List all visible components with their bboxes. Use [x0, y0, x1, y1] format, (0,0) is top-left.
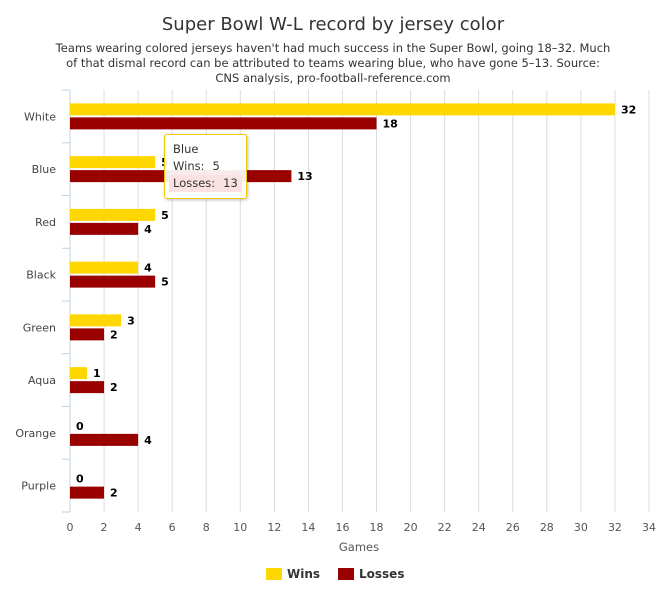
bar-wins-white[interactable]: [70, 103, 615, 116]
x-tick-label: 0: [67, 521, 74, 534]
x-tick-label: 12: [267, 521, 281, 534]
bar-losses-orange[interactable]: [70, 433, 139, 446]
legend-swatch-losses: [338, 568, 354, 580]
x-tick-label: 10: [233, 521, 247, 534]
bar-losses-aqua[interactable]: [70, 381, 105, 394]
x-tick-label: 26: [506, 521, 520, 534]
x-tick-label: 30: [574, 521, 588, 534]
gridlines: [103, 90, 650, 512]
x-tick-label: 20: [404, 521, 418, 534]
chart-subtitle: Teams wearing colored jerseys haven't ha…: [55, 41, 611, 85]
x-tick-label: 34: [642, 521, 656, 534]
category-label-orange: Orange: [15, 427, 56, 440]
bar-losses-purple[interactable]: [70, 486, 105, 499]
data-label-wins-white: 32: [621, 103, 636, 116]
data-label-wins-aqua: 1: [93, 367, 101, 380]
data-label-losses-blue: 13: [297, 170, 312, 183]
bar-losses-black[interactable]: [70, 275, 156, 288]
category-label-red: Red: [35, 216, 56, 229]
tooltip-row-losses: Losses: 13: [169, 175, 242, 192]
chart-title: Super Bowl W-L record by jersey color: [162, 14, 505, 35]
category-label-white: White: [24, 110, 56, 123]
legend-label-losses: Losses: [359, 567, 404, 581]
x-tick-label: 8: [203, 521, 210, 534]
x-tick-label: 4: [135, 521, 142, 534]
subtitle-line: CNS analysis, pro-football-reference.com: [215, 71, 450, 85]
tooltip-value-wins: 5: [212, 159, 220, 173]
x-tick-label: 16: [335, 521, 349, 534]
data-label-losses-red: 4: [144, 223, 152, 236]
bars: 3218513544532120402: [70, 103, 636, 500]
data-label-losses-white: 18: [383, 117, 398, 130]
category-label-black: Black: [26, 269, 56, 282]
category-label-green: Green: [23, 321, 56, 334]
legend: Wins Losses: [266, 567, 404, 581]
data-label-wins-orange: 0: [76, 420, 84, 433]
data-label-wins-red: 5: [161, 209, 169, 222]
tooltip-label-wins: Wins:: [173, 159, 205, 173]
data-label-losses-orange: 4: [144, 434, 152, 447]
tooltip-value-losses: 13: [223, 176, 238, 190]
data-label-losses-green: 2: [110, 328, 118, 341]
legend-item-wins[interactable]: Wins: [266, 567, 320, 581]
x-tick-label: 22: [438, 521, 452, 534]
data-label-wins-black: 4: [144, 262, 152, 275]
x-tick-label: 28: [540, 521, 554, 534]
tooltip-category: Blue: [173, 142, 199, 156]
x-tick-label: 32: [608, 521, 622, 534]
x-tick-label: 18: [370, 521, 384, 534]
category-label-aqua: Aqua: [28, 374, 56, 387]
category-labels: White Blue Red Black Green Aqua Orange Purple: [15, 110, 56, 492]
bar-losses-white[interactable]: [70, 117, 377, 130]
data-label-losses-black: 5: [161, 276, 169, 289]
data-label-losses-aqua: 2: [110, 381, 118, 394]
subtitle-line: Teams wearing colored jerseys haven't ha…: [55, 41, 611, 55]
bar-wins-blue[interactable]: [70, 156, 156, 169]
x-tick-label: 2: [101, 521, 108, 534]
data-label-losses-purple: 2: [110, 487, 118, 500]
tooltip-row-wins: Wins: 5: [173, 158, 238, 175]
bar-wins-black[interactable]: [70, 261, 139, 274]
x-tick-label: 24: [472, 521, 486, 534]
x-axis-title: Games: [339, 540, 379, 554]
subtitle-line: of that dismal record can be attributed …: [66, 56, 600, 70]
legend-label-wins: Wins: [287, 567, 320, 581]
bar-wins-red[interactable]: [70, 208, 156, 221]
legend-item-losses[interactable]: Losses: [338, 567, 404, 581]
bar-losses-green[interactable]: [70, 328, 105, 341]
data-label-wins-green: 3: [127, 314, 135, 327]
category-label-purple: Purple: [21, 480, 56, 493]
tooltip: Blue Wins: 5 Losses: 13: [164, 134, 247, 199]
x-tick-label: 6: [169, 521, 176, 534]
bar-losses-red[interactable]: [70, 222, 139, 235]
legend-swatch-wins: [266, 568, 282, 580]
x-tick-labels: 0 2 4 6 8 10 12 14 16 18 20 22 24 26 28 30 32 34: [67, 521, 657, 534]
tooltip-label-losses: Losses:: [173, 176, 216, 190]
data-label-wins-purple: 0: [76, 473, 84, 486]
bar-wins-aqua[interactable]: [70, 367, 88, 380]
x-tick-label: 14: [301, 521, 315, 534]
axes: [62, 89, 71, 513]
category-label-blue: Blue: [32, 163, 57, 176]
bar-wins-green[interactable]: [70, 314, 122, 327]
